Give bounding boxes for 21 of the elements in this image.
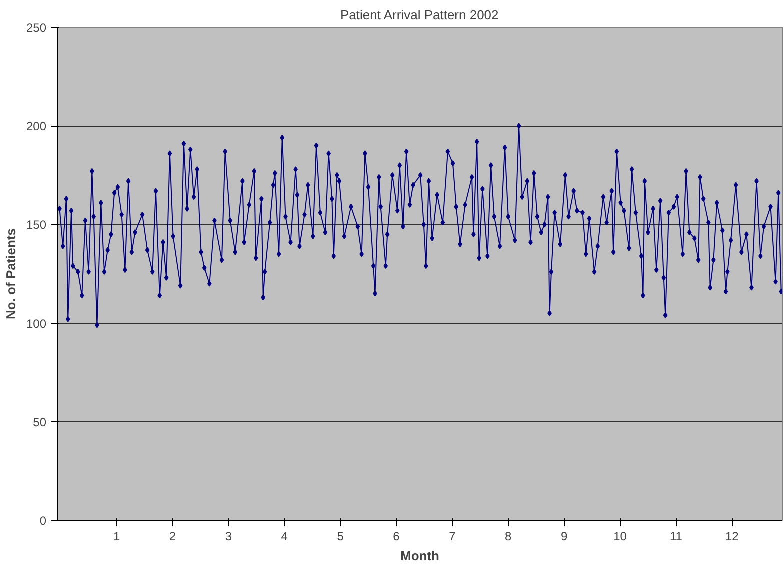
x-tick-label: 11 [670, 530, 683, 544]
y-tick-label: 0 [40, 514, 47, 528]
y-axis-title: No. of Patients [3, 228, 18, 320]
x-tick-label: 6 [393, 530, 400, 544]
x-tick-label: 8 [505, 530, 512, 544]
y-tick-label: 250 [26, 21, 47, 35]
y-tick-label: 50 [33, 415, 47, 430]
chart-title: Patient Arrival Pattern 2002 [340, 8, 499, 22]
x-tick-label: 9 [560, 530, 568, 544]
x-tick-label: 12 [725, 530, 740, 544]
x-tick-label: 5 [337, 530, 344, 544]
x-tick-label: 3 [225, 530, 232, 544]
x-tick-label: 2 [169, 530, 176, 544]
x-tick-label: 4 [281, 530, 288, 544]
x-tick-label: 1 [113, 530, 120, 544]
x-axis-title: Month [400, 548, 440, 564]
x-tick-label: 7 [449, 530, 456, 544]
y-tick-label: 150 [26, 218, 47, 232]
y-tick-label: 200 [26, 120, 47, 134]
x-tick-label: 10 [614, 530, 628, 544]
y-tick-label: 100 [26, 316, 47, 331]
